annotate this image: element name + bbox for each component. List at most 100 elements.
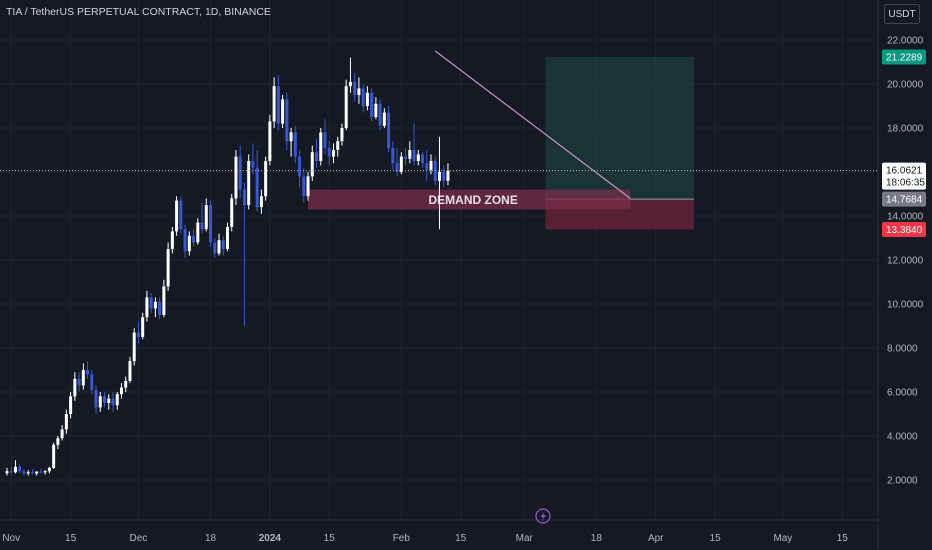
resistance-trendline — [434, 50, 631, 199]
candle-body — [230, 198, 234, 227]
time-axis-tick-label: Nov — [2, 533, 20, 544]
candle-body — [98, 396, 102, 408]
candle-body — [187, 235, 191, 252]
candles — [5, 57, 450, 476]
target-price-label-bg — [882, 49, 926, 65]
price-axis-tick-label: 12.0000 — [887, 256, 924, 267]
candle-body — [200, 222, 204, 230]
candle-body — [327, 147, 331, 157]
candle-body — [242, 189, 246, 205]
time-axis-tick-label: 2024 — [259, 533, 282, 544]
candle-body — [136, 332, 140, 337]
candle-body — [124, 381, 128, 388]
candle-body — [209, 205, 213, 243]
time-axis-tick-label: 18 — [591, 533, 603, 544]
candle-body — [289, 132, 293, 142]
candle-body — [35, 471, 39, 474]
time-axis-tick-label: Feb — [393, 533, 411, 544]
price-axis-tick-label: 20.0000 — [887, 80, 924, 91]
candle-body — [247, 161, 251, 205]
candle-body — [365, 92, 369, 106]
entry-price-label-bg — [882, 191, 926, 207]
chart-title: TIA / TetherUS PERPETUAL CONTRACT, 1D, B… — [6, 6, 271, 18]
candle-body — [115, 394, 119, 406]
last-price-label: 16.0621 — [886, 166, 923, 177]
candle-body — [170, 231, 174, 249]
candle-body — [175, 200, 179, 232]
candle-body — [52, 444, 56, 468]
candle-body — [370, 92, 374, 117]
candle-body — [90, 374, 94, 390]
candle-body — [162, 286, 166, 315]
currency-selector-button[interactable]: USDT — [884, 4, 920, 24]
candle-body — [336, 141, 340, 150]
candle-body — [344, 86, 348, 128]
candle-body — [255, 167, 259, 208]
candle-body — [404, 156, 408, 159]
candle-body — [26, 472, 30, 474]
lightning-icon-bolt — [540, 511, 546, 521]
candle-body — [276, 86, 280, 124]
time-axis-tick-label: 15 — [837, 533, 849, 544]
time-axis-tick-label: 15 — [324, 533, 336, 544]
candle-body — [153, 301, 157, 309]
candle-body — [60, 429, 64, 439]
price-axis: 22.000020.000018.000016.000014.000012.00… — [877, 0, 924, 550]
candle-body — [425, 163, 429, 170]
price-axis-tick-label: 8.0000 — [887, 344, 918, 355]
time-axis-tick-label: 15 — [455, 533, 467, 544]
candle-body — [73, 378, 77, 397]
candle-body — [361, 88, 365, 106]
candle-body — [399, 156, 403, 172]
target-price-label: 21.2289 — [886, 52, 923, 63]
last-price-label-bg — [882, 162, 926, 190]
candle-body — [323, 132, 327, 148]
candle-body — [331, 150, 335, 157]
candle-body — [391, 147, 395, 164]
lightning-icon[interactable] — [535, 508, 551, 524]
price-axis-tick-label: 14.0000 — [887, 212, 924, 223]
candle-body — [281, 99, 285, 124]
candle-body — [111, 398, 115, 406]
candle-body — [43, 471, 47, 473]
candle-body — [234, 156, 238, 199]
candle-body — [259, 196, 263, 208]
candle-body — [86, 370, 90, 375]
candle-body — [387, 112, 391, 148]
candle-body — [5, 471, 9, 474]
candle-body — [56, 438, 60, 445]
candle-body — [285, 99, 289, 142]
time-axis-tick-label: Dec — [130, 533, 148, 544]
price-axis-tick-label: 6.0000 — [887, 388, 918, 399]
candle-body — [81, 370, 85, 386]
candle-body — [408, 150, 412, 159]
candle-body — [225, 227, 229, 249]
candle-body — [94, 389, 98, 408]
stop-price-label-bg — [882, 222, 926, 238]
price-axis-tick-label: 4.0000 — [887, 432, 918, 443]
candle-body — [272, 86, 276, 122]
candle-body — [158, 301, 162, 315]
candle-body — [196, 222, 200, 243]
time-axis: Nov 15 Dec 18 2024 15 Feb 15 Mar 18 Apr 15 May 15 — [0, 519, 878, 544]
candle-body — [382, 112, 386, 126]
candle-body — [412, 150, 416, 161]
candle-body — [437, 172, 441, 181]
candle-body — [103, 396, 107, 403]
candle-body — [145, 297, 149, 318]
candle-body — [315, 152, 319, 161]
candle-body — [429, 161, 433, 170]
candle-body — [416, 154, 420, 161]
candle-body — [293, 132, 297, 157]
candle-body — [69, 396, 73, 414]
time-axis-tick-label: 18 — [205, 533, 217, 544]
candle-body — [238, 156, 242, 190]
candle-body — [64, 414, 68, 430]
candle-body — [378, 103, 382, 126]
lightning-icon-ring — [535, 508, 551, 524]
time-axis-tick-label: 15 — [710, 533, 722, 544]
price-axis-tick-label: 22.0000 — [887, 36, 924, 47]
candle-body — [306, 176, 310, 197]
